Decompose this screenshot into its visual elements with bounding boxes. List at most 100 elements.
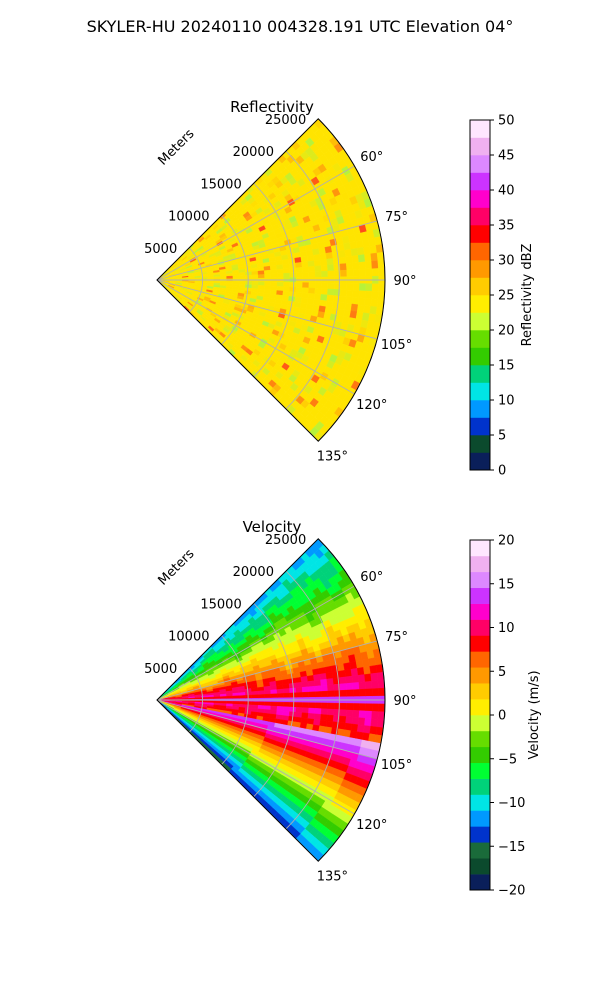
- field-cell: [232, 275, 240, 279]
- colorbar-swatch: [470, 651, 490, 668]
- colorbar-swatch: [470, 842, 490, 859]
- field-cell: [364, 297, 372, 307]
- field-cell: [339, 263, 347, 271]
- angle-tick-label: 120°: [356, 818, 387, 833]
- colorbar-swatch: [470, 667, 490, 684]
- field-cell: [340, 703, 348, 711]
- reflectivity-frame: [156, 118, 386, 442]
- field-cell: [371, 260, 379, 269]
- field-cell: [339, 256, 347, 265]
- colorbar-swatch: [470, 603, 490, 620]
- field-cell: [351, 255, 360, 264]
- field-cell: [346, 709, 354, 718]
- field-cell: [352, 269, 360, 277]
- colorbar-swatch: [470, 746, 490, 764]
- azimuth-spoke: [156, 699, 378, 760]
- colorbar-tick-label: 20: [498, 534, 515, 549]
- field-cell: [377, 259, 385, 269]
- field-cell: [314, 691, 322, 698]
- colorbar-tick-label: 45: [498, 149, 515, 164]
- field-cell: [365, 268, 373, 277]
- colorbar-tick-label: 10: [498, 621, 515, 636]
- field-cell: [314, 265, 322, 272]
- colorbar-swatch: [470, 242, 490, 261]
- field-cell: [276, 268, 284, 274]
- field-cell: [340, 269, 348, 277]
- field-cell: [282, 263, 290, 270]
- field-cell: [378, 687, 386, 697]
- field-cell: [295, 272, 303, 278]
- field-cell: [345, 716, 353, 725]
- field-cell: [356, 667, 365, 676]
- field-cell: [226, 275, 234, 279]
- field-cell: [378, 267, 386, 277]
- colorbar-swatch: [470, 778, 490, 795]
- field-cell: [276, 688, 284, 694]
- field-cell: [356, 247, 365, 256]
- sector-outline: [156, 118, 386, 442]
- field-cell: [207, 696, 215, 700]
- field-cell: [276, 701, 284, 707]
- azimuth-spoke: [156, 699, 355, 815]
- colorbar-swatch: [470, 312, 490, 331]
- colorbar-swatch: [470, 207, 490, 226]
- field-cell: [377, 711, 385, 721]
- reflectivity-range-ticks: 5000 10000 15000 20000 25000: [144, 113, 306, 257]
- range-tick-label: 25000: [265, 113, 306, 128]
- azimuth-spoke: [156, 165, 355, 281]
- field-cell: [270, 705, 278, 711]
- colorbar-swatch: [470, 540, 490, 557]
- field-cell: [327, 690, 335, 698]
- field-cell: [345, 675, 353, 684]
- field-cell: [263, 265, 271, 271]
- angle-tick-label: 135°: [317, 869, 348, 884]
- field-cell: [295, 282, 303, 288]
- field-cell: [313, 254, 321, 261]
- sector-outline: [156, 538, 386, 862]
- field-cell: [257, 701, 265, 706]
- field-cell: [314, 685, 322, 692]
- field-cell: [301, 712, 309, 719]
- field-cell: [351, 675, 360, 684]
- reflectivity-radial-label: Meters: [156, 126, 198, 168]
- field-cell: [326, 714, 334, 722]
- field-cell: [358, 290, 366, 299]
- range-tick-label: 15000: [200, 177, 241, 192]
- field-cell: [226, 695, 234, 699]
- field-cell: [245, 691, 253, 696]
- colorbar-swatch: [470, 347, 490, 366]
- field-cell: [289, 267, 297, 274]
- colorbar-swatch: [470, 172, 490, 191]
- field-cell: [370, 718, 379, 728]
- field-cell: [257, 690, 265, 695]
- field-cell: [288, 682, 297, 689]
- field-cell: [289, 687, 297, 694]
- field-cell: [264, 693, 272, 699]
- field-cell: [359, 268, 367, 277]
- field-cell: [324, 665, 333, 674]
- field-cell: [308, 287, 316, 295]
- field-cell: [346, 682, 354, 691]
- field-cell: [308, 265, 316, 273]
- colorbar-tick-label: −5: [498, 752, 517, 767]
- field-cell: [339, 676, 347, 685]
- field-cell: [301, 707, 310, 714]
- colorbar-swatch: [470, 452, 490, 471]
- velocity-angle-ticks: 60° 75° 90° 105° 120° 135°: [317, 570, 417, 884]
- field-cell: [295, 287, 303, 293]
- colorbar-swatch: [470, 277, 490, 296]
- colorbar-swatch: [470, 330, 490, 348]
- field-cell: [295, 682, 303, 689]
- velocity-panel: Velocity 5000 10000 15000 20000 25000 60° 75°…: [144, 518, 542, 899]
- field-cell: [308, 282, 316, 289]
- field-cell: [306, 255, 315, 262]
- field-cell: [339, 295, 347, 304]
- colorbar-swatch: [470, 571, 490, 589]
- field-cell: [363, 305, 371, 314]
- field-cell: [321, 270, 329, 278]
- field-cell: [370, 298, 379, 308]
- field-cell: [319, 673, 327, 681]
- field-cell: [346, 283, 354, 291]
- field-cell: [339, 289, 347, 297]
- colorbar-tick-label: 50: [498, 114, 515, 129]
